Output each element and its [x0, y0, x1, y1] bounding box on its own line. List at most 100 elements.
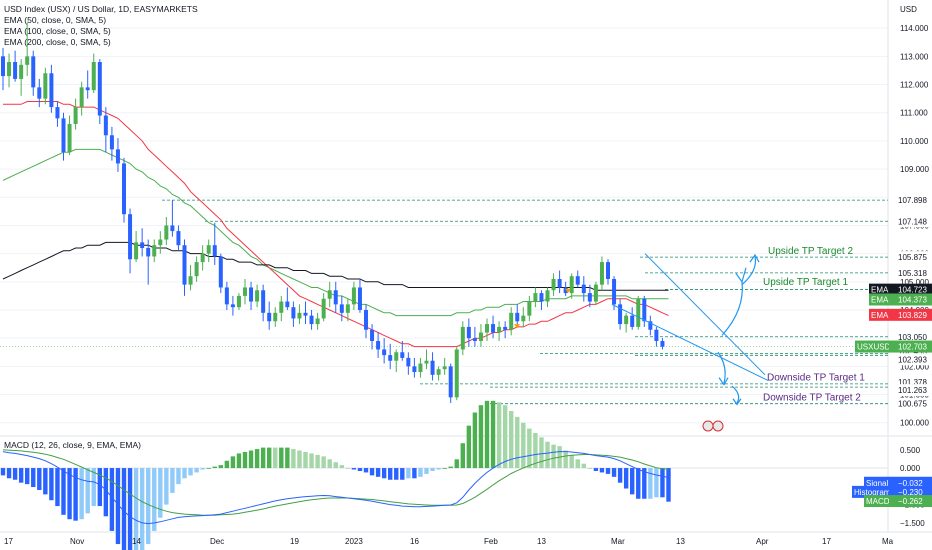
- candle-body: [472, 338, 477, 341]
- time-axis: 17 Nov 14 Dec 19 2023 16 Feb 13 Mar 13 Apr 17 Ma: [4, 537, 894, 546]
- candle-body: [122, 163, 126, 215]
- candle-body: [19, 64, 24, 79]
- candle-body: [478, 332, 483, 341]
- histogram-bar: [109, 468, 115, 531]
- badge-value: 104.373: [898, 295, 927, 304]
- histogram-bar: [400, 468, 405, 480]
- histogram-bar: [121, 468, 127, 550]
- badge-name-bg: [869, 283, 889, 296]
- candle-body: [636, 298, 641, 327]
- macd-tick-label: 0.500: [900, 446, 921, 455]
- channel-lower: [611, 303, 769, 381]
- candle-body: [624, 315, 629, 325]
- arrowhead-down-1: [718, 377, 729, 386]
- level-label-bg: [889, 384, 932, 397]
- histogram-bar: [388, 468, 393, 480]
- histogram-bar: [25, 468, 30, 485]
- histogram-bar: [242, 451, 248, 469]
- histogram-bar: [285, 447, 290, 469]
- candle-body: [128, 214, 133, 260]
- histogram-bar: [139, 468, 145, 550]
- currency-label: USD: [900, 5, 917, 14]
- histogram-bar: [115, 468, 121, 545]
- histogram-bar: [448, 466, 453, 469]
- arrowhead-up-1: [735, 267, 747, 284]
- candle-body: [630, 315, 635, 327]
- x-tick-label: 16: [410, 537, 419, 546]
- x-tick-label: 17: [4, 537, 13, 546]
- histogram-bar: [91, 468, 96, 507]
- candle-body: [134, 242, 139, 260]
- badge-name-bg: [869, 293, 889, 306]
- candle-body: [466, 326, 471, 339]
- histogram-bar: [248, 450, 254, 469]
- histogram-bar: [79, 468, 84, 520]
- annotation-label: Upside TP Target 2: [768, 246, 853, 257]
- arrow-down-1: [717, 351, 726, 384]
- candle-body: [345, 304, 350, 313]
- macd-legend: MACD (12, 26, close, 9, EMA, EMA): [4, 440, 141, 451]
- badge-name: EMA: [871, 295, 889, 304]
- symbol-title[interactable]: USD Index (USX) / US Dollar, 1D, EASYMAR…: [4, 4, 198, 14]
- histogram-bar: [406, 468, 411, 479]
- signal-marker: [565, 288, 571, 293]
- histogram-bar: [133, 468, 139, 550]
- histogram-bar: [31, 468, 36, 488]
- histogram-bar: [605, 468, 611, 474]
- candle-body: [267, 312, 272, 322]
- candle-body: [206, 245, 211, 254]
- histogram-bar: [630, 468, 635, 495]
- candle-body: [261, 290, 266, 313]
- badge-name: EMA: [871, 311, 889, 320]
- macd-badge-value-bg: [889, 476, 932, 489]
- histogram-bar: [357, 468, 363, 471]
- x-tick-label: Ma: [882, 537, 894, 546]
- histogram-bar: [436, 468, 441, 470]
- x-tick-label: 14: [132, 537, 141, 546]
- macd-badge-value-bg: [889, 495, 932, 508]
- macd-badge-name: Histogram: [854, 488, 891, 497]
- histogram-bar: [61, 468, 66, 515]
- candle-body: [406, 357, 411, 367]
- candle-body: [606, 262, 610, 279]
- candle-body: [97, 62, 102, 116]
- histogram-bar: [617, 468, 623, 483]
- ema200-legend[interactable]: EMA (200, close, 0, SMA, 5): [4, 37, 111, 47]
- histogram-bar: [502, 405, 508, 469]
- us-flag-icon: [702, 420, 714, 432]
- candle-body: [503, 326, 508, 330]
- histogram-bar: [236, 453, 242, 469]
- candle-body: [436, 369, 441, 375]
- histogram-bar: [279, 447, 284, 469]
- histogram-bar: [381, 468, 387, 479]
- histogram-bar: [152, 468, 157, 531]
- level-label-bg: [889, 353, 932, 366]
- candle-body: [249, 287, 254, 302]
- candle-body: [551, 279, 556, 291]
- histogram-bar: [363, 468, 369, 473]
- histogram-bar: [158, 468, 163, 518]
- candle-body: [515, 312, 520, 322]
- x-tick-label: 13: [676, 537, 685, 546]
- histogram-bar: [85, 468, 90, 514]
- candle-body: [327, 290, 332, 299]
- signal-marker: [514, 324, 520, 329]
- histogram-bar: [418, 468, 423, 477]
- candle-body: [448, 366, 453, 398]
- candle-body: [424, 360, 429, 364]
- histogram-bar: [200, 468, 205, 470]
- histogram-bar: [412, 468, 417, 479]
- x-tick-label: Dec: [210, 537, 224, 546]
- histogram-bar: [642, 468, 647, 499]
- histogram-bar: [206, 468, 211, 469]
- macd-title[interactable]: MACD (12, 26, close, 9, EMA, EMA): [4, 440, 141, 450]
- candle-body: [67, 124, 72, 153]
- histogram-bar: [18, 468, 24, 483]
- ema100-legend[interactable]: EMA (100, close, 0, SMA, 5): [4, 26, 111, 36]
- level-label: 103.050: [898, 333, 927, 342]
- candle-body: [236, 295, 241, 308]
- level-label: 100.675: [898, 400, 927, 409]
- ema50-legend[interactable]: EMA (50, close, 0, SMA, 5): [4, 15, 107, 25]
- level-label: 107.148: [898, 217, 927, 226]
